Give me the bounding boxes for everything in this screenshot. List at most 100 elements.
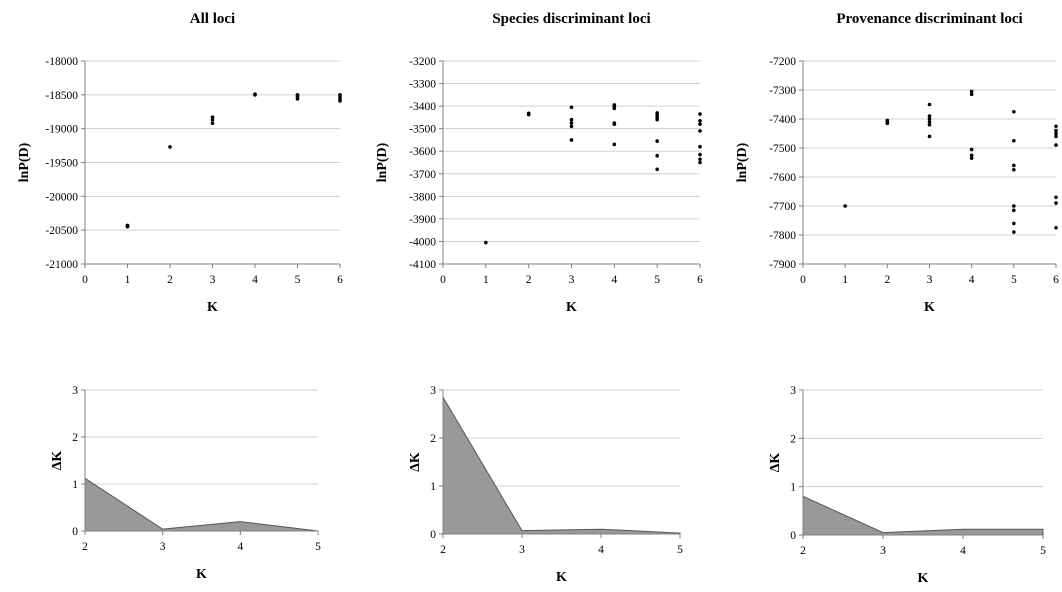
y-tick-label: -3400 [409,101,436,113]
y-tick-label: 2 [72,432,78,444]
y-tick-label: -19000 [45,124,78,136]
data-point [698,144,702,149]
data-point [1012,109,1016,114]
y-tick-label: -7900 [769,259,796,271]
x-tick-label: 3 [569,274,575,286]
x-tick-label: 0 [440,274,446,286]
x-tick-label: 4 [611,274,617,286]
y-tick-label: -20000 [45,191,78,203]
y-tick-label: -18000 [45,56,78,68]
data-point [1012,221,1016,226]
x-tick-label: 4 [969,274,975,286]
y-axis-label: ΔK [768,453,783,473]
x-tick-label: 2 [440,544,446,556]
data-point [655,117,659,122]
y-tick-label: -4000 [409,236,436,248]
x-axis-label: K [924,300,935,315]
y-tick-label: 3 [72,385,78,397]
chart-panel-6: 0 1 2 3 2 3 4 5 K ΔK [768,385,1046,586]
x-tick-label: 1 [125,274,131,286]
y-axis-label: lnP(D) [17,142,32,182]
x-tick-label: 6 [1053,274,1059,286]
x-tick-label: 3 [210,274,216,286]
x-axis-label: K [566,300,577,315]
x-tick-label: 1 [483,274,489,286]
x-tick-label: 2 [526,274,532,286]
data-point [885,121,890,126]
data-point [1012,208,1016,213]
y-tick-label: -7700 [769,201,796,213]
y-tick-label: -3200 [409,56,436,68]
data-point [569,124,574,129]
data-point [927,123,932,127]
x-axis-label: K [207,300,218,315]
x-tick-label: 5 [677,544,683,556]
y-tick-label: -7300 [769,85,796,97]
x-axis-label: K [556,570,567,585]
data-point [612,142,617,147]
data-point [210,118,215,122]
x-tick-label: 2 [884,274,890,286]
data-point [612,122,617,126]
data-point [927,102,932,107]
x-tick-label: 5 [1011,274,1017,286]
delta-k-area [802,495,1044,536]
x-tick-label: 3 [880,545,886,557]
y-tick-label: 3 [790,385,796,397]
y-tick-label: -3500 [409,124,436,136]
data-point [125,224,130,229]
y-axis-label: lnP(D) [375,142,390,182]
data-point [698,160,702,165]
data-point [698,152,702,157]
x-tick-label: 3 [160,541,166,553]
y-axis-label: ΔK [50,451,65,471]
data-point [698,112,702,116]
data-point [1012,138,1016,143]
delta-k-area [442,395,681,535]
y-tick-label: -20500 [45,225,78,237]
y-tick-label: -7200 [769,56,796,68]
y-tick-label: -3600 [409,146,436,158]
y-tick-label: -21000 [45,259,78,271]
data-point [927,134,932,139]
x-tick-label: 6 [337,274,343,286]
data-point [1054,128,1058,133]
data-point [569,121,574,125]
y-tick-label: -19500 [45,158,78,170]
y-tick-label: 0 [430,529,436,541]
chart-title: All loci [190,11,235,27]
chart-title: Species discriminant loci [492,11,650,27]
data-point [168,145,172,149]
x-tick-label: 0 [800,274,806,286]
data-point [698,122,702,126]
y-tick-label: -3800 [409,191,436,203]
data-point [1012,230,1016,234]
data-point [698,129,702,133]
data-point [569,105,574,110]
y-tick-label: 2 [430,433,436,445]
y-tick-label: -7600 [769,172,796,184]
y-tick-label: -4100 [409,259,436,271]
y-tick-label: 1 [790,482,796,494]
x-tick-label: 1 [842,274,848,286]
x-tick-label: 6 [697,274,703,286]
data-point [655,167,659,172]
data-point [338,99,342,103]
data-point [969,92,974,97]
y-tick-label: 0 [72,526,78,538]
data-point [698,118,702,123]
data-point [1012,204,1016,208]
data-point [655,139,659,143]
data-point [1054,225,1058,230]
x-tick-label: 3 [519,544,525,556]
y-tick-label: -18500 [45,90,78,102]
data-point [484,240,488,245]
data-point [526,112,531,117]
y-tick-label: -7500 [769,143,796,155]
data-point [1054,134,1058,139]
data-point [1054,143,1058,147]
data-point [1054,124,1058,129]
x-tick-label: 2 [82,541,88,553]
y-tick-label: -7800 [769,230,796,242]
